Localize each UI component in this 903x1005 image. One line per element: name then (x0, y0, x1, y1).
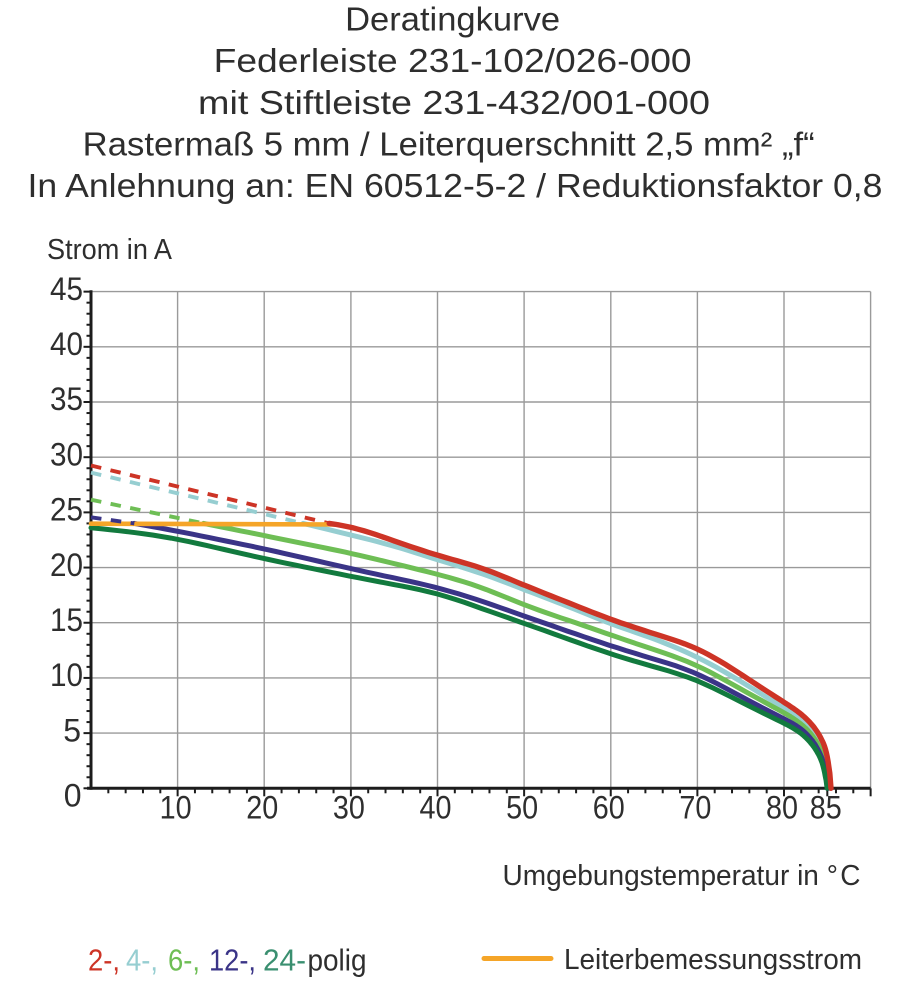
svg-text:10: 10 (160, 790, 192, 826)
svg-text:35: 35 (50, 381, 83, 417)
svg-text:30: 30 (50, 436, 83, 472)
svg-text:40: 40 (420, 790, 452, 826)
svg-text:25: 25 (50, 492, 83, 528)
svg-text:60: 60 (593, 790, 625, 826)
svg-text:2-,: 2-, (88, 943, 120, 978)
svg-text:20: 20 (50, 547, 83, 583)
svg-text:24-: 24- (263, 943, 306, 978)
svg-text:50: 50 (506, 790, 538, 826)
svg-text:80: 80 (766, 790, 798, 826)
svg-text:4-,: 4-, (126, 943, 158, 978)
svg-text:6-,: 6-, (168, 943, 200, 978)
svg-text:Rastermaß 5 mm / Leiterquersch: Rastermaß 5 mm / Leiterquerschnitt 2,5 m… (83, 125, 815, 162)
svg-text:45: 45 (50, 271, 83, 307)
svg-text:70: 70 (679, 790, 711, 826)
svg-text:Leiterbemessungsstrom: Leiterbemessungsstrom (564, 944, 862, 976)
svg-text:30: 30 (333, 790, 365, 826)
svg-text:5: 5 (63, 712, 81, 748)
svg-text:85: 85 (810, 790, 842, 826)
svg-text:polig: polig (308, 943, 367, 978)
svg-text:40: 40 (50, 326, 83, 362)
svg-text:0: 0 (64, 778, 82, 814)
svg-text:12-,: 12-, (209, 943, 256, 978)
svg-text:mit Stiftleiste 231-432/001-00: mit Stiftleiste 231-432/001-000 (198, 84, 710, 121)
svg-text:Umgebungstemperatur in ° C: Umgebungstemperatur in ° C (503, 860, 861, 892)
svg-text:10: 10 (50, 657, 83, 693)
svg-text:15: 15 (50, 602, 83, 638)
svg-text:Federleiste 231-102/026-000: Federleiste 231-102/026-000 (214, 42, 692, 79)
svg-text:20: 20 (246, 790, 278, 826)
svg-text:In Anlehnung an: EN 60512-5-2: In Anlehnung an: EN 60512-5-2 / Reduktio… (28, 167, 883, 204)
svg-text:Deratingkurve: Deratingkurve (345, 1, 560, 38)
svg-text:Strom in A: Strom in A (47, 234, 173, 266)
